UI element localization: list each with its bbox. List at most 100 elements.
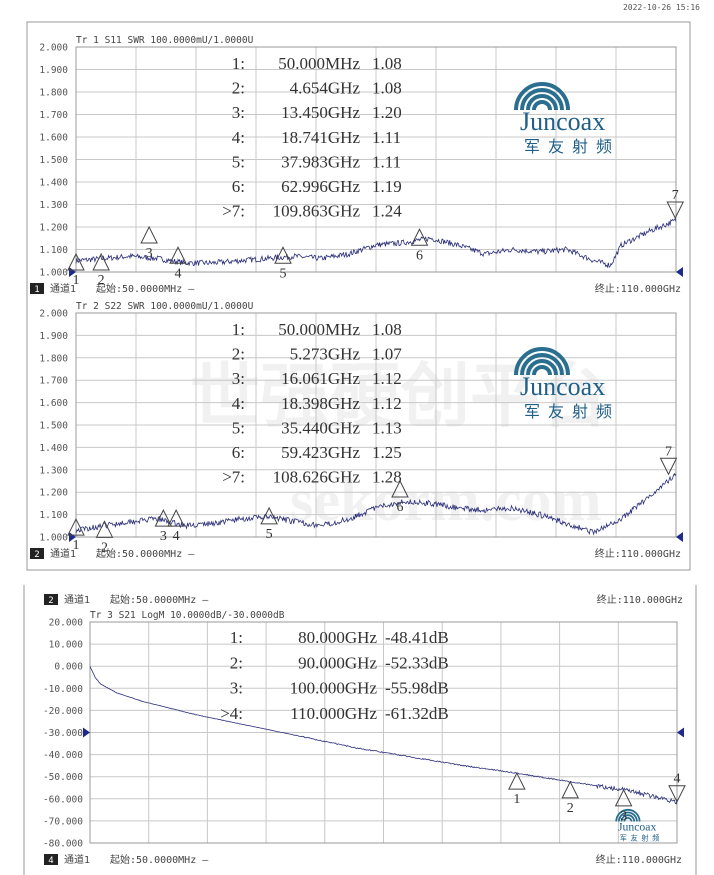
marker-2[interactable]: 2 — [92, 252, 110, 288]
marker-number: 4: — [232, 394, 245, 413]
marker-triangle-up-icon — [391, 479, 409, 498]
logo-wave-icon — [520, 88, 564, 111]
marker-triangle-up-icon — [508, 772, 526, 790]
plot-frame — [75, 46, 677, 273]
logo-wave-icon — [615, 808, 641, 822]
logo-chinese: 军友射频 — [620, 833, 663, 842]
channel-label: 通道1 — [50, 282, 76, 295]
logo-wave-icon — [532, 365, 552, 376]
marker-triangle-up-icon — [561, 780, 580, 799]
marker-number: >7: — [222, 468, 245, 487]
marker-label: 4 — [173, 529, 180, 544]
marker-table-row: 3: 100.000GHz -55.98dB — [230, 679, 449, 698]
y-tick-label: 1.600 — [39, 133, 68, 144]
channel-badge[interactable] — [30, 283, 44, 294]
marker-triangle-up-icon — [140, 225, 158, 244]
marker-triangle-up-icon — [274, 246, 292, 264]
trace-title: Tr 3 S21 LogM 10.0000dB/-30.0000dB — [90, 610, 285, 621]
marker-frequency: 100.000GHz — [290, 679, 378, 698]
marker-value: 1.24 — [372, 202, 402, 221]
y-tick-label: 1.900 — [39, 331, 68, 342]
marker-4[interactable]: 4 — [169, 246, 187, 281]
marker-value: 1.08 — [372, 79, 402, 98]
channel-badge[interactable] — [44, 854, 58, 865]
marker-frequency: 110.000GHz — [290, 704, 377, 723]
marker-triangle-up-icon — [614, 788, 633, 807]
y-tick-label: 1.000 — [39, 533, 68, 544]
stop-frequency: 终止:110.000GHz — [596, 853, 682, 866]
marker-2[interactable]: 2 — [561, 780, 580, 816]
marker-label: 2 — [98, 273, 105, 288]
marker-number: 4: — [232, 128, 245, 147]
marker-1[interactable]: 1 — [67, 252, 85, 288]
logo-wave-icon — [526, 94, 558, 111]
marker-7[interactable]: 7 — [666, 188, 685, 220]
marker-triangle-up-icon — [92, 252, 110, 271]
stop-frequency: 终止:110.000GHz — [595, 547, 681, 560]
y-tick-label: 1.400 — [39, 443, 68, 454]
marker-5[interactable]: 5 — [274, 246, 292, 281]
strip-channel-badge — [44, 594, 58, 605]
marker-number: 1: — [232, 320, 245, 339]
marker-value: 1.12 — [372, 369, 402, 388]
y-tick-label: 0.000 — [54, 662, 83, 673]
logo-wave-icon — [526, 359, 558, 376]
y-tick-label: -10.000 — [43, 684, 83, 695]
y-tick-label: 2.000 — [39, 43, 68, 54]
marker-5[interactable]: 5 — [260, 506, 278, 542]
marker-number: 3: — [230, 679, 243, 698]
y-tick-label: 1.700 — [39, 376, 68, 387]
reference-right-arrow-icon — [677, 727, 684, 738]
logo-wave-icon — [532, 100, 552, 111]
marker-frequency: 108.626GHz — [273, 468, 361, 487]
marker-7[interactable]: 7 — [659, 444, 678, 476]
marker-table-row: >7: 108.626GHz 1.28 — [222, 468, 402, 487]
marker-table-row: 4: 18.398GHz 1.12 — [232, 394, 402, 413]
marker-table-row: >7: 109.863GHz 1.24 — [222, 202, 402, 221]
strip-stop: 终止:110.000GHz — [597, 593, 683, 606]
marker-table-row: 1: 50.000MHz 1.08 — [232, 54, 402, 73]
marker-6[interactable]: 6 — [391, 479, 409, 515]
logo-wave-icon — [520, 353, 564, 376]
reference-left-arrow-icon — [83, 727, 90, 738]
start-frequency: 起始:50.0000MHz — — [110, 853, 209, 866]
marker-number: 3: — [232, 103, 245, 122]
reference-right-arrow-icon — [676, 532, 683, 542]
marker-frequency: 18.398GHz — [281, 394, 360, 413]
marker-value: 1.08 — [372, 320, 402, 339]
channel-badge[interactable] — [30, 548, 44, 559]
trace-line — [75, 217, 677, 269]
y-tick-label: 1.300 — [39, 200, 68, 211]
marker-value: 1.12 — [372, 394, 402, 413]
logo-wave-icon — [514, 347, 570, 376]
marker-4[interactable]: 4 — [167, 509, 185, 544]
trace-title: Tr 2 S22 SWR 100.0000mU/1.0000U — [76, 301, 254, 312]
marker-1[interactable]: 1 — [508, 772, 526, 807]
channel-num: 1 — [34, 285, 39, 295]
strip-channel-num: 2 — [48, 596, 53, 606]
marker-frequency: 35.440GHz — [281, 418, 360, 437]
marker-1[interactable]: 1 — [67, 517, 85, 553]
marker-3[interactable]: 3 — [154, 509, 173, 544]
start-frequency: 起始:50.0000MHz — — [96, 547, 195, 560]
strip-channel: 通道1 — [64, 593, 90, 606]
logo-wave-icon — [623, 817, 633, 822]
marker-triangle-up-icon — [67, 517, 85, 536]
marker-label: 6 — [416, 248, 423, 263]
y-tick-label: -50.000 — [43, 772, 83, 783]
channel-num: 2 — [34, 550, 39, 560]
marker-3[interactable]: 3 — [614, 788, 633, 824]
marker-6[interactable]: 6 — [410, 228, 429, 263]
marker-table-row: 1: 80.000GHz -48.41dB — [230, 628, 449, 647]
marker-frequency: 90.000GHz — [298, 653, 377, 672]
marker-3[interactable]: 3 — [140, 225, 158, 261]
marker-2[interactable]: 2 — [95, 520, 114, 555]
marker-value: -52.33dB — [385, 653, 449, 672]
y-tick-label: 2.000 — [39, 309, 68, 320]
marker-triangle-up-icon — [260, 506, 278, 525]
marker-number: 5: — [232, 152, 245, 171]
marker-4[interactable]: 4 — [668, 772, 686, 803]
